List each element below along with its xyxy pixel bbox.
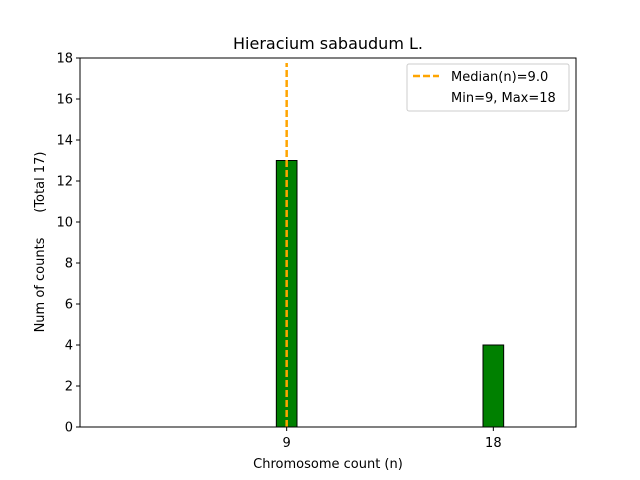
bars [275, 160, 505, 428]
plot-frame [79, 57, 577, 428]
x-tick-label: 9 [283, 436, 291, 451]
y-tick-label: 8 [65, 257, 73, 272]
y-tick-label: 12 [56, 175, 73, 190]
y-axis-ticks: 0 2 4 6 8 10 12 14 16 18 [56, 52, 80, 436]
legend-entry-minmax: Min=9, Max=18 [451, 91, 556, 106]
x-tick-label: 18 [485, 436, 502, 451]
legend-box [406, 63, 570, 112]
chart-title: Hieracium sabaudum L. [233, 34, 423, 53]
y-tick-label: 6 [65, 298, 73, 313]
y-tick-label: 2 [65, 380, 73, 395]
y-tick-label: 14 [56, 134, 73, 149]
bar [482, 344, 505, 428]
y-tick-label: 16 [56, 93, 73, 108]
y-axis-label: Num of counts (Total 17) [33, 152, 48, 333]
x-axis-ticks: 9 18 [283, 427, 502, 451]
legend-entry-median: Median(n)=9.0 [451, 70, 548, 85]
y-tick-label: 0 [65, 421, 73, 436]
y-tick-label: 4 [65, 339, 73, 354]
x-axis-label: Chromosome count (n) [253, 457, 403, 472]
legend: Median(n)=9.0 Min=9, Max=18 [406, 63, 570, 112]
y-tick-label: 10 [56, 216, 73, 231]
y-tick-label: 18 [56, 52, 73, 67]
